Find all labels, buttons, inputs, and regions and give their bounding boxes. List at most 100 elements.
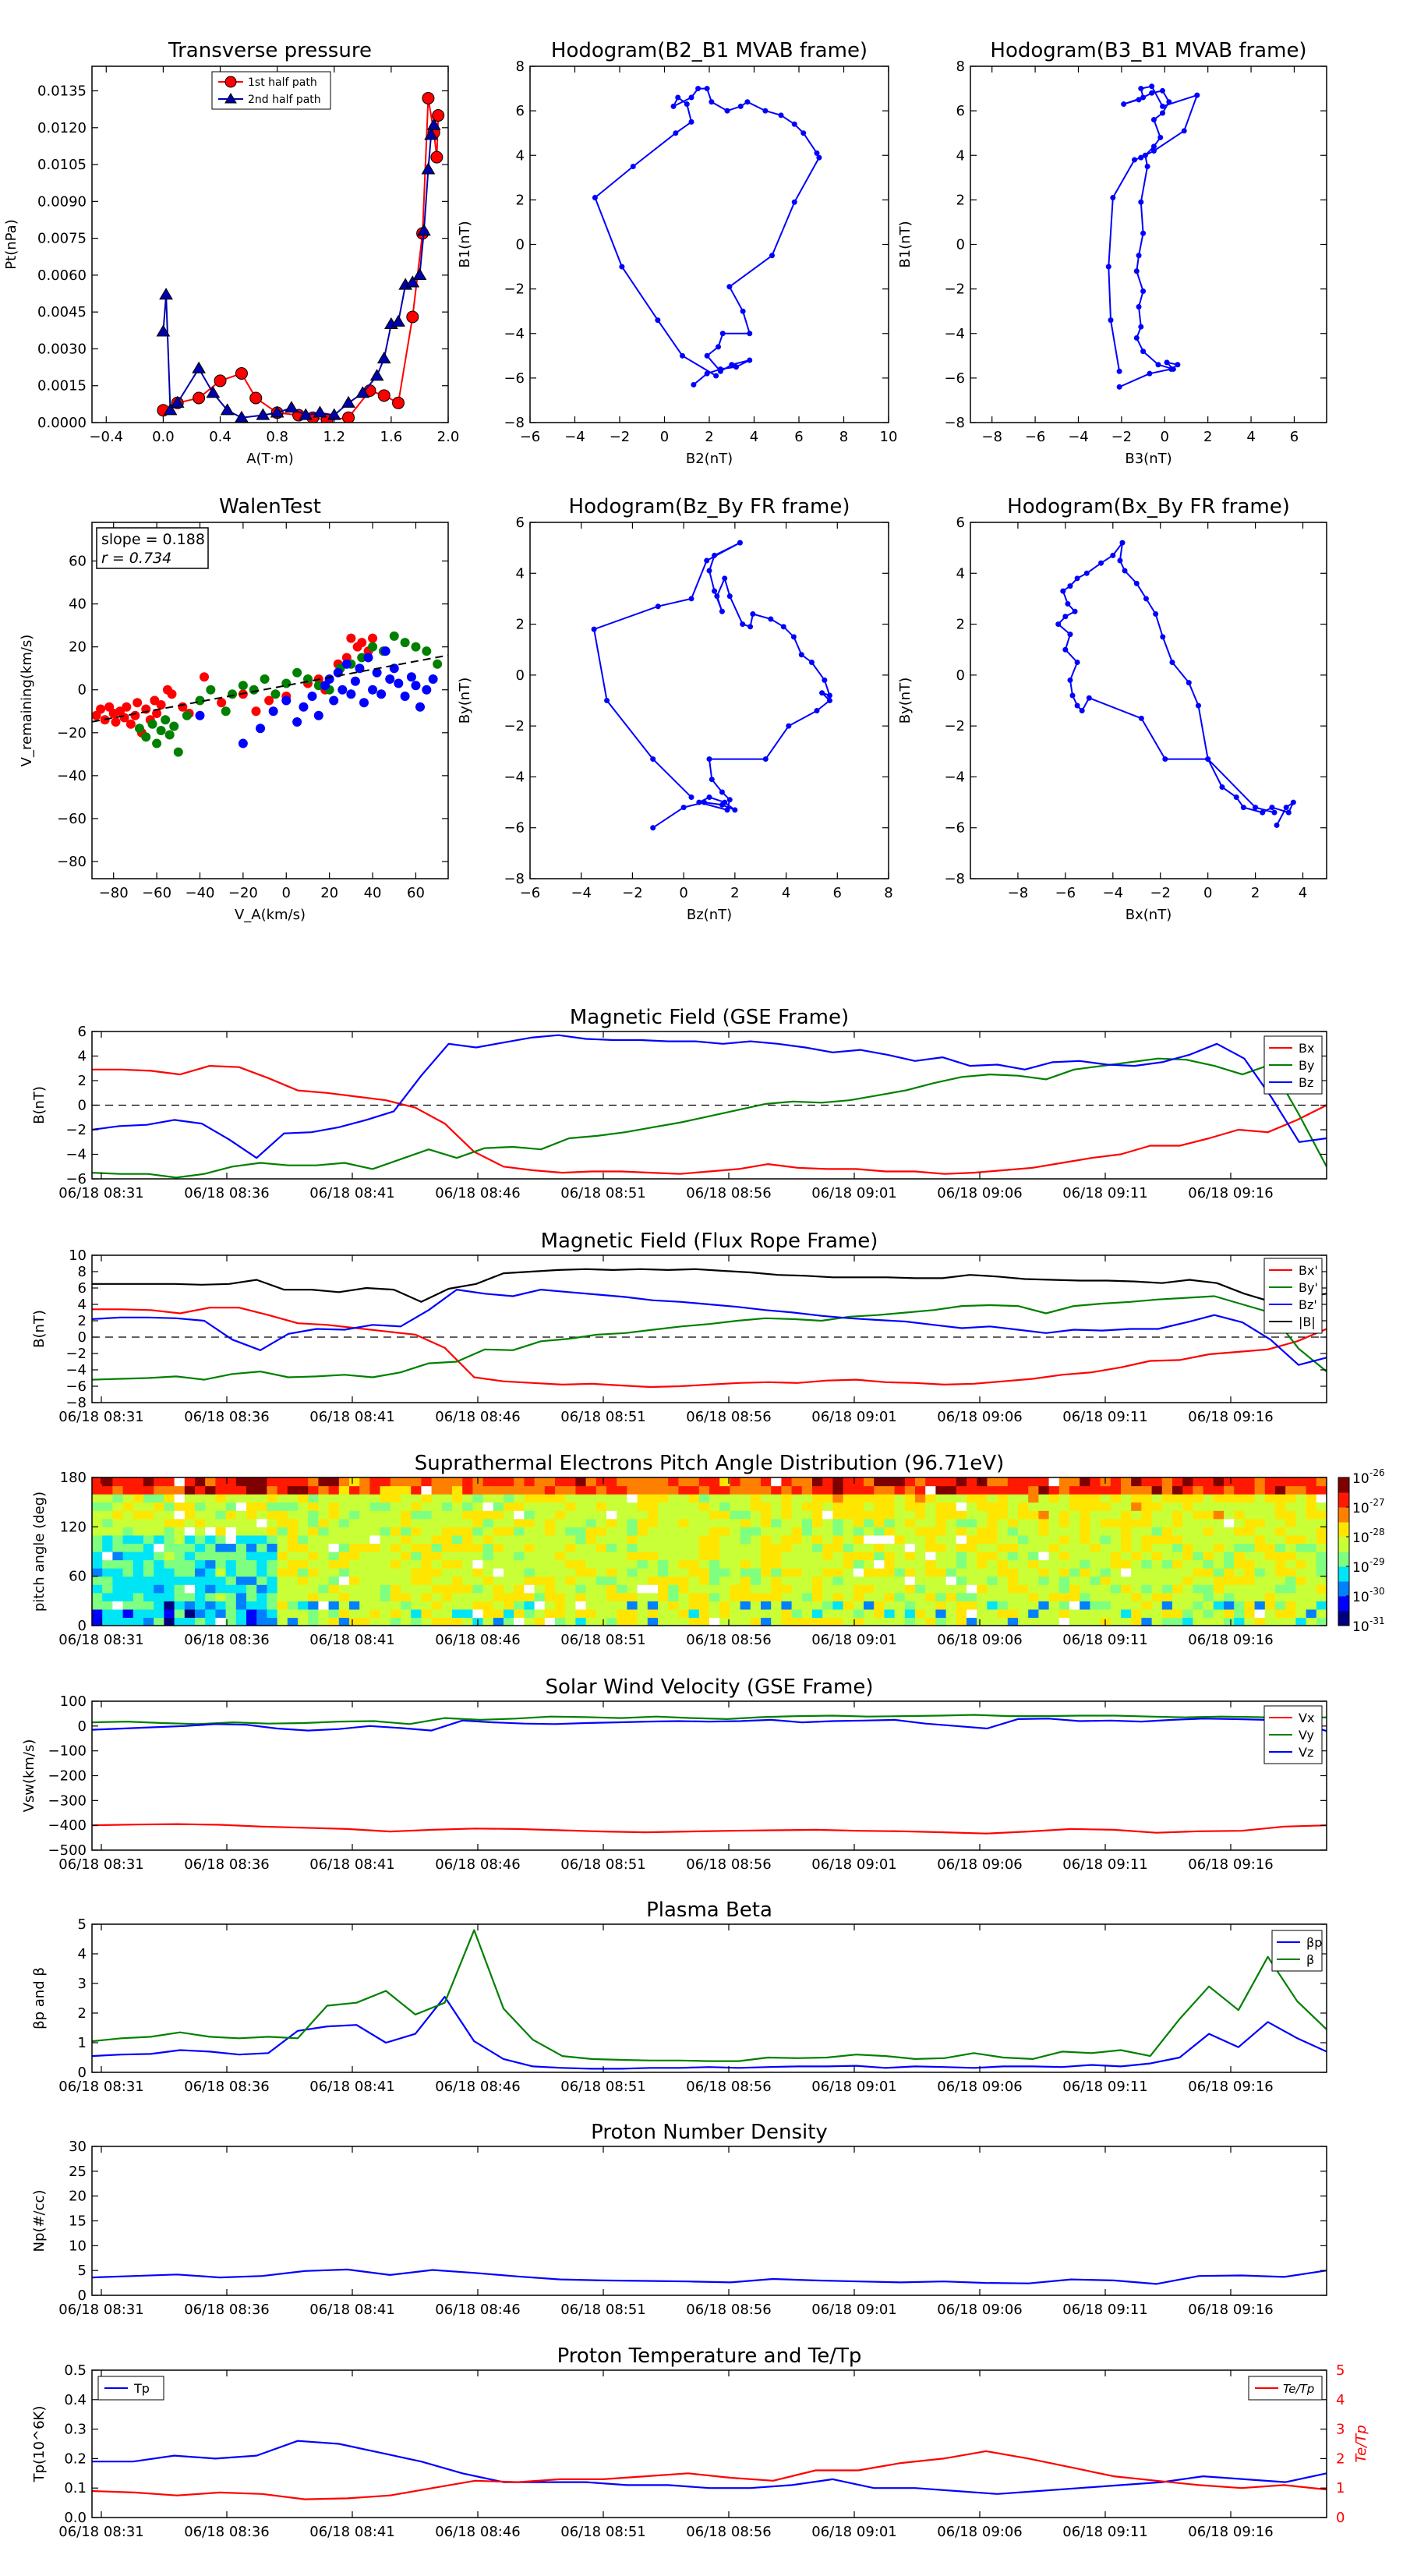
data-point [704,557,710,564]
heatmap-cell [1244,1485,1256,1495]
heatmap-cell [647,1477,659,1487]
y-tick-label: 4 [516,565,525,582]
heatmap-cell [328,1485,340,1495]
heatmap-cell [1306,1617,1317,1626]
data-point [380,646,391,656]
data-point [1144,164,1150,170]
heatmap-cell [524,1601,535,1610]
data-point [604,698,610,703]
heatmap-cell [617,1477,627,1487]
legend-label: Te/Tp [1283,2382,1314,2396]
heatmap-cell [267,1601,278,1610]
heatmap-cell [1224,1584,1235,1594]
heatmap-cell [164,1477,175,1487]
heatmap-cell [945,1518,957,1527]
data-point [762,756,769,763]
heatmap-cell [668,1617,679,1626]
data-point [369,369,384,381]
heatmap-cell [843,1543,854,1552]
heatmap-cell [195,1552,206,1561]
colorbar-segment [1338,1522,1349,1537]
data-point [826,692,832,699]
heatmap-cell [112,1576,124,1585]
heatmap-cell [1224,1576,1235,1585]
colorbar-exponent: -31 [1369,1615,1385,1626]
heatmap-cell [935,1568,947,1577]
y-tick-label: 4 [78,1049,87,1065]
heatmap-cell [915,1534,926,1545]
data-point [675,94,681,101]
heatmap-cell [102,1518,113,1527]
heatmap-cell [441,1592,453,1601]
heatmap-cell [493,1518,504,1527]
data-point [152,709,162,719]
heatmap-cell [997,1552,1009,1561]
heatmap-cell [1058,1543,1070,1552]
legend-label: By' [1299,1280,1318,1295]
heatmap-cell [411,1485,422,1495]
heatmap-cell [133,1592,144,1601]
heatmap-cell [1264,1494,1276,1503]
x-tick-label: 0 [1161,429,1169,445]
heatmap-cell [452,1494,463,1503]
heatmap-cell [565,1527,576,1536]
heatmap-cell [1244,1510,1256,1520]
heatmap-cell [730,1568,741,1577]
plot-area [592,86,822,387]
heatmap-cell [1131,1485,1142,1495]
heatmap-cell [246,1534,257,1545]
legend-label: Tp [133,2381,150,2396]
heatmap-cell [894,1502,906,1511]
heatmap-cell [904,1494,916,1503]
heatmap-cell [956,1584,967,1594]
data-point [724,807,730,813]
x-tick-label: 06/18 09:11 [1062,1409,1147,1425]
heatmap-cell [585,1559,597,1569]
heatmap-cell [843,1534,854,1545]
heatmap-cell [338,1494,350,1503]
legend-label: βp [1306,1935,1322,1950]
heatmap-cell [874,1592,885,1601]
heatmap-cell [1131,1494,1142,1503]
heatmap-cell [658,1518,669,1527]
y-tick-label: 0.0090 [37,193,87,210]
heatmap-cell [298,1494,309,1503]
heatmap-cell [698,1477,710,1487]
data-point [355,386,370,398]
heatmap-cell [482,1617,494,1626]
heatmap-cell [1080,1534,1090,1545]
plot-area [92,631,448,757]
heatmap-cell [698,1518,710,1527]
heatmap-cell [1007,1527,1019,1536]
heatmap-cell [1131,1502,1142,1511]
heatmap-cell [956,1510,967,1520]
heatmap-cell [112,1552,124,1561]
heatmap-cell [1028,1477,1039,1487]
heatmap-cell [678,1559,690,1569]
heatmap-cell [668,1527,679,1536]
heatmap-cell [884,1617,896,1626]
heatmap-cell [1080,1527,1090,1536]
heatmap-cell [328,1527,340,1536]
heatmap-cell [1182,1510,1193,1520]
heatmap-cell [853,1608,864,1619]
heatmap-cell [235,1534,247,1545]
heatmap-cell [164,1543,175,1552]
heatmap-cell [112,1502,124,1511]
data-point [1133,268,1140,274]
y-right-tick-label: 2 [1336,2450,1345,2467]
heatmap-cell [750,1485,762,1495]
heatmap-cell [1151,1543,1163,1552]
heatmap-cell [411,1494,422,1503]
heatmap-cell [349,1510,360,1520]
heatmap-cell [987,1608,998,1619]
heatmap-cell [328,1552,340,1561]
heatmap-cell [658,1485,669,1495]
heatmap-cell [688,1543,700,1552]
data-point [270,689,281,699]
heatmap-cell [277,1617,288,1626]
heatmap-cell [154,1502,164,1511]
y-tick-label: −2 [65,1346,87,1362]
heatmap-cell [102,1592,113,1601]
